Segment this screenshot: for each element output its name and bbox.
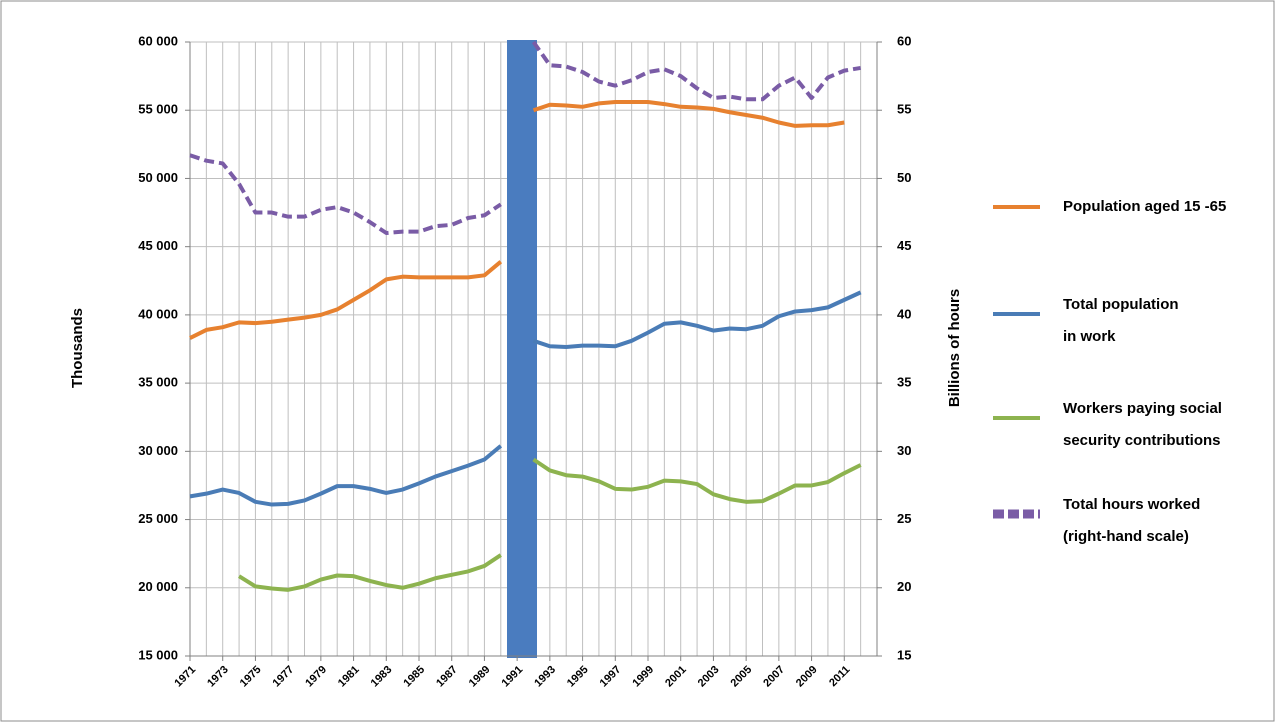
x-tick-label: 2001 (663, 664, 689, 690)
y-tick-label: 20 000 (138, 579, 178, 594)
x-tick-label: 1973 (205, 664, 231, 690)
x-tick-label: 1989 (467, 664, 493, 690)
y-tick-label: 35 000 (138, 375, 178, 390)
x-tick-label: 2003 (696, 664, 722, 690)
x-tick-label: 2011 (827, 664, 852, 689)
x-tick-label: 1997 (598, 664, 624, 690)
y-axis-title: Thousands (69, 308, 86, 388)
y-tick-label: 50 000 (138, 170, 178, 185)
break-bar (507, 40, 537, 658)
y-tick-label: 15 000 (138, 647, 178, 662)
y2-tick-label: 40 (897, 306, 911, 321)
y-tick-label: 55 000 (138, 102, 178, 117)
y2-tick-label: 20 (897, 579, 911, 594)
y2-tick-label: 60 (897, 33, 911, 48)
y2-tick-label: 25 (897, 511, 911, 526)
y-tick-label: 30 000 (138, 443, 178, 458)
x-tick-label: 1985 (401, 664, 427, 690)
series-line (189, 290, 862, 507)
y-tick-label: 45 000 (138, 238, 178, 253)
x-tick-label: 1979 (303, 664, 329, 690)
series-line (189, 40, 861, 236)
x-tick-label: 2009 (794, 664, 820, 690)
y-tick-label: 40 000 (138, 306, 178, 321)
x-tick-label: 1991 (500, 664, 526, 690)
x-tick-label: 1987 (434, 664, 460, 690)
y2-tick-label: 45 (897, 238, 911, 253)
y-tick-label: 60 000 (138, 33, 178, 48)
x-tick-label: 1983 (369, 664, 395, 690)
x-tick-label: 2005 (729, 664, 755, 690)
legend-label: Total population in work (1063, 296, 1179, 345)
series-line (238, 457, 862, 592)
x-tick-label: 1993 (532, 664, 558, 690)
legend-label: Population aged 15 -65 (1063, 198, 1227, 215)
x-tick-label: 1977 (271, 664, 297, 690)
y2-tick-label: 50 (897, 170, 911, 185)
grid (189, 41, 878, 657)
y2-axis-title: Billions of hours (946, 289, 963, 407)
x-tick-label: 2007 (761, 664, 787, 690)
y2-tick-label: 55 (897, 102, 911, 117)
legend-label: Workers paying social security contribut… (1063, 400, 1222, 449)
y2-tick-label: 30 (897, 443, 911, 458)
series-line (189, 100, 845, 340)
y2-tick-label: 35 (897, 375, 911, 390)
legend-label: Total hours worked (right-hand scale) (1063, 496, 1201, 545)
y2-tick-label: 15 (897, 647, 911, 662)
x-tick-label: 1975 (238, 664, 264, 690)
x-tick-label: 1971 (172, 664, 198, 690)
y-tick-label: 25 000 (138, 511, 178, 526)
x-tick-label: 1995 (565, 664, 591, 690)
x-tick-label: 1999 (630, 664, 656, 690)
x-tick-label: 1981 (336, 664, 362, 690)
